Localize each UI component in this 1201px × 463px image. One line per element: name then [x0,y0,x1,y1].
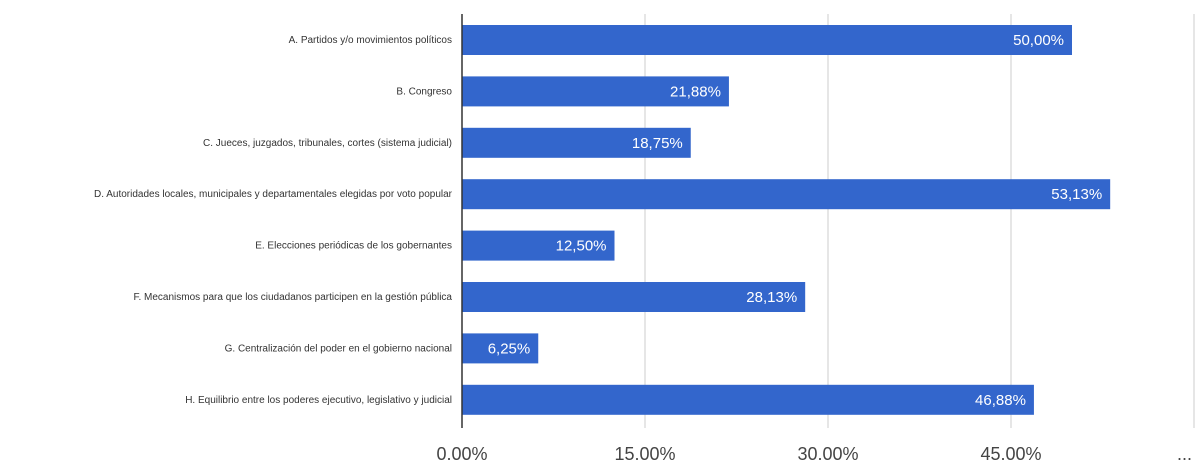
category-label: B. Congreso [396,86,452,97]
gridlines [644,14,1195,428]
bar [462,282,806,312]
bar [462,127,691,158]
category-label: A. Partidos y/o movimientos políticos [289,35,452,46]
data-label: 50,00% [1013,32,1064,49]
bar [462,179,1111,210]
x-axis-ticks: 0.00% 15.00% 30.00% 45.00%... [436,444,1192,463]
data-label: 21,88% [670,83,721,100]
bar [462,384,1034,415]
bar [462,333,539,364]
bar [462,76,729,107]
data-label: 53,13% [1051,186,1102,203]
bars: 50,00% 21,88% 18,75% 53,13% 12,50% 28,13% 6,25… [462,25,1111,415]
data-label: 12,50% [556,238,607,255]
category-label: F. Mecanismos para que los ciudadanos pa… [133,292,452,303]
x-tick-label: 30.00% [797,444,858,463]
category-label: E. Elecciones periódicas de los gobernan… [255,241,452,252]
x-tick-label: 15.00% [614,444,675,463]
data-label: 6,25% [488,340,531,357]
bar [462,230,615,261]
bar [462,25,1072,55]
category-label: C. Jueces, juzgados, tribunales, cortes … [203,138,452,149]
x-tick-label: 45.00% [980,444,1041,463]
x-tick-label: 0.00% [436,444,487,463]
category-label: G. Centralización del poder en el gobier… [225,343,452,354]
x-tick-label: ... [1177,444,1192,463]
data-label: 18,75% [632,135,683,152]
category-label: D. Autoridades locales, municipales y de… [94,189,453,200]
data-label: 28,13% [746,289,797,306]
category-labels: A. Partidos y/o movimientos políticos B. … [94,35,453,406]
category-label: H. Equilibrio entre los poderes ejecutiv… [185,395,452,406]
data-label: 46,88% [975,392,1026,409]
